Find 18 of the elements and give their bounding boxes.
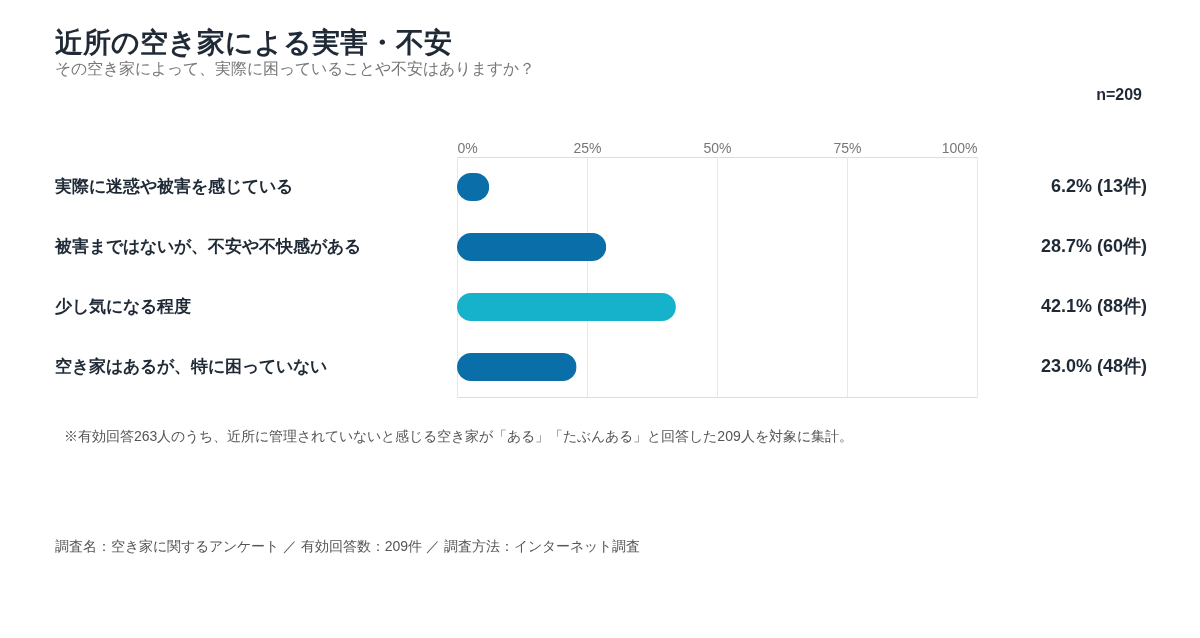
x-tick-label: 25% bbox=[573, 139, 602, 156]
y-tick-label: 実際に迷惑や被害を感じている bbox=[54, 177, 293, 196]
text: その空き家によって、実際に困っていることや不安はありますか？ bbox=[55, 60, 535, 77]
x-tick-label: 0% bbox=[457, 139, 478, 156]
x-tick-label: 75% bbox=[833, 139, 862, 156]
y-tick-label: 少し気になる程度 bbox=[55, 297, 191, 316]
text: 調査名：空き家に関するアンケート ／ 有効回答数：209件 ／ 調査方法：インターネット調査 bbox=[55, 538, 640, 554]
x-tick-label: 100% bbox=[941, 139, 978, 156]
data-label: 42.1% (88件) bbox=[1040, 296, 1147, 316]
text: ※有効回答263人のうち、近所に管理されていないと感じる空き家が「ある」「たぶんある」と回答した209人を対象に集計。 bbox=[64, 428, 853, 444]
data-label: 23.0% (48件) bbox=[1040, 356, 1147, 376]
chart-title: 近所の空き家による実害・不安 bbox=[55, 27, 452, 58]
y-tick-label: 被害まではないが、不安や不快感がある bbox=[54, 237, 361, 256]
y-tick-label: 空き家はあるが、特に困っていない bbox=[55, 357, 327, 376]
data-label: 28.7% (60件) bbox=[1040, 236, 1147, 256]
data-label: 6.2% (13件) bbox=[1050, 176, 1147, 196]
text: n=209 bbox=[1096, 86, 1143, 103]
x-tick-label: 50% bbox=[703, 139, 732, 156]
